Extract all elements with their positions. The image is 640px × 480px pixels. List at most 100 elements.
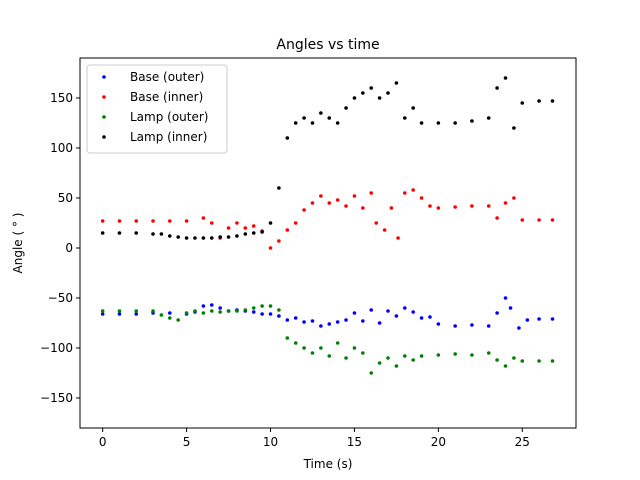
series-2-point [134,309,139,313]
series-2-point [243,308,248,312]
series-2-point [550,359,555,363]
series-0-point [302,320,306,324]
series-3-point [251,231,256,235]
series-0-point [117,312,122,316]
series-3-point [184,236,189,240]
series-3-point [176,235,180,239]
series-3-point [361,91,365,95]
series-1-point [396,236,400,240]
series-0-point [453,324,457,328]
series-0-point [293,316,298,320]
series-3-point [394,81,399,85]
series-3-point [419,121,424,125]
series-3-point [520,101,525,105]
y-tick-label: −100 [40,341,73,355]
series-3-point [344,106,348,110]
series-0-point [550,317,555,321]
series-0-point [394,314,399,318]
series-0-point [327,322,332,326]
series-0-point [377,321,382,325]
series-3-point [209,236,214,240]
series-2-point [117,309,122,313]
series-0-point [352,311,357,315]
y-tick-label: 0 [65,241,73,255]
series-3-point [352,96,357,100]
series-2-point [386,356,390,360]
series-2-point [486,351,491,355]
series-2-point [277,308,281,312]
series-1-point [520,218,525,222]
series-0-point [419,316,424,320]
y-tick-label: −50 [48,291,73,305]
legend-marker [102,95,106,99]
x-tick-label: 25 [515,435,530,449]
series-2-point [251,306,256,310]
series-3-point [503,76,508,80]
legend-marker [102,75,106,79]
series-0-point [319,324,323,328]
series-2-point [327,354,332,358]
series-2-point [302,346,306,350]
series-0-point [508,306,513,310]
series-1-point [419,196,424,200]
series-2-point [419,354,424,358]
series-0-point [486,324,491,328]
series-0-point [251,310,256,314]
series-2-point [319,346,323,350]
series-3-point [268,221,273,225]
series-2-point [184,311,189,315]
series-0-point [369,308,374,312]
series-3-point [218,235,222,239]
series-0-point [260,312,264,316]
series-3-point [159,232,164,236]
series-1-point [100,219,105,223]
series-1-point [277,239,281,243]
series-0-point [470,323,474,327]
series-1-point [184,219,189,223]
series-2-point [260,304,264,308]
series-1-point [151,219,155,223]
series-3-point [402,116,407,120]
series-0-point [495,311,499,315]
series-2-point [402,354,407,358]
y-tick-label: 100 [50,141,73,155]
series-1-point [382,228,387,232]
legend-marker [102,135,106,139]
series-2-point [537,359,541,363]
series-3-point [537,99,541,103]
series-2-point [369,371,374,375]
series-2-point [100,309,105,313]
series-1-point [319,194,323,198]
series-0-point [134,312,139,316]
series-3-point [486,116,491,120]
legend-entry-label: Base (outer) [130,70,204,84]
series-1-point [389,206,394,210]
series-3-point [436,121,441,125]
series-3-point [319,111,323,115]
series-2-point [285,336,290,340]
series-0-point [344,318,348,322]
series-1-point [268,246,273,250]
series-3-point [134,231,139,235]
series-3-point [377,96,382,100]
series-2-point [520,359,525,363]
series-0-point [218,306,222,310]
series-3-point [327,116,332,120]
series-0-point [402,306,407,310]
series-0-point [335,320,340,324]
series-2-point [411,358,415,362]
series-3-point [168,234,172,238]
x-tick-label: 20 [431,435,446,449]
series-1-point [411,188,415,192]
series-3-point [235,234,239,238]
series-2-point [159,313,164,317]
series-1-point [134,219,139,223]
series-1-point [436,206,441,210]
series-0-point [285,318,290,322]
series-0-point [201,304,206,308]
series-3-point [260,230,264,234]
series-3-point [243,232,248,236]
series-2-point [235,309,239,313]
series-0-point [268,312,273,316]
